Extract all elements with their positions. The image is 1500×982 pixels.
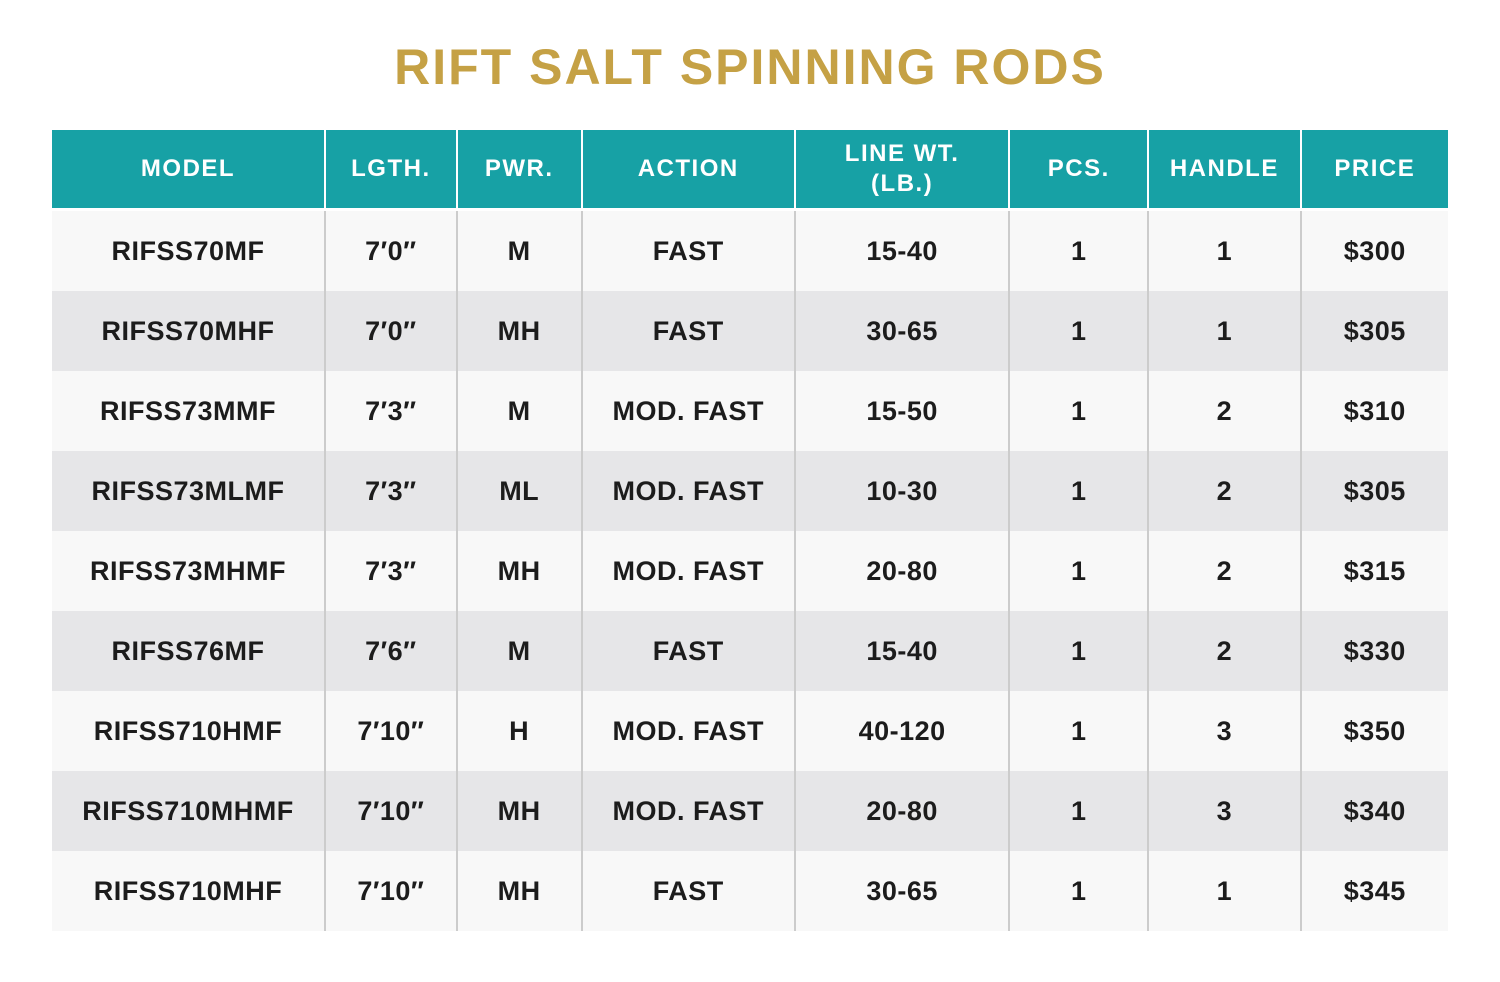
cell-handle: 2 bbox=[1148, 611, 1302, 691]
column-header-pieces: PCS. bbox=[1009, 130, 1150, 211]
cell-action: MOD. FAST bbox=[581, 371, 796, 451]
page-title: RIFT SALT SPINNING RODS bbox=[394, 39, 1106, 95]
cell-price: $315 bbox=[1300, 531, 1448, 611]
cell-action: FAST bbox=[581, 611, 796, 691]
table-header: MODEL LGTH. PWR. ACTION LINE WT. (LB.) PCS. HA… bbox=[52, 130, 1448, 211]
table-row: RIFSS70MF 7′0″ M FAST 15-40 1 1 $300 bbox=[52, 209, 1448, 291]
cell-line-weight: 40-120 bbox=[794, 691, 1011, 771]
cell-action: MOD. FAST bbox=[581, 691, 796, 771]
cell-pieces: 1 bbox=[1009, 691, 1150, 771]
cell-pieces: 1 bbox=[1009, 451, 1150, 531]
cell-action: FAST bbox=[581, 209, 796, 291]
cell-handle: 2 bbox=[1148, 531, 1302, 611]
cell-model: RIFSS710HMF bbox=[52, 691, 326, 771]
column-header-action: ACTION bbox=[581, 130, 796, 211]
cell-power: M bbox=[456, 209, 583, 291]
cell-model: RIFSS73MLMF bbox=[52, 451, 326, 531]
cell-pieces: 1 bbox=[1009, 209, 1150, 291]
cell-length: 7′3″ bbox=[325, 531, 458, 611]
table-body: RIFSS70MF 7′0″ M FAST 15-40 1 1 $300 RIFSS70MHF 7… bbox=[52, 209, 1448, 931]
cell-power: ML bbox=[456, 451, 583, 531]
cell-model: RIFSS73MHMF bbox=[52, 531, 326, 611]
cell-line-weight: 10-30 bbox=[794, 451, 1011, 531]
table-row: RIFSS73MLMF 7′3″ ML MOD. FAST 10-30 1 2 $305 bbox=[52, 451, 1448, 531]
cell-line-weight: 20-80 bbox=[794, 771, 1011, 851]
table-row: RIFSS73MHMF 7′3″ MH MOD. FAST 20-80 1 2 $315 bbox=[52, 531, 1448, 611]
table-row: RIFSS73MMF 7′3″ M MOD. FAST 15-50 1 2 $310 bbox=[52, 371, 1448, 451]
cell-action: MOD. FAST bbox=[581, 451, 796, 531]
column-header-line-weight: LINE WT. (LB.) bbox=[794, 130, 1011, 211]
cell-length: 7′10″ bbox=[325, 851, 458, 931]
cell-line-weight: 30-65 bbox=[794, 851, 1011, 931]
cell-action: FAST bbox=[581, 291, 796, 371]
cell-price: $350 bbox=[1300, 691, 1448, 771]
cell-model: RIFSS70MF bbox=[52, 209, 326, 291]
cell-pieces: 1 bbox=[1009, 611, 1150, 691]
cell-line-weight: 15-50 bbox=[794, 371, 1011, 451]
cell-model: RIFSS710MHMF bbox=[52, 771, 326, 851]
cell-price: $305 bbox=[1300, 451, 1448, 531]
column-header-length: LGTH. bbox=[325, 130, 458, 211]
cell-pieces: 1 bbox=[1009, 371, 1150, 451]
cell-handle: 3 bbox=[1148, 691, 1302, 771]
cell-price: $300 bbox=[1300, 209, 1448, 291]
cell-length: 7′3″ bbox=[325, 451, 458, 531]
column-header-handle: HANDLE bbox=[1148, 130, 1302, 211]
cell-pieces: 1 bbox=[1009, 291, 1150, 371]
cell-line-weight: 30-65 bbox=[794, 291, 1011, 371]
cell-power: MH bbox=[456, 851, 583, 931]
cell-model: RIFSS73MMF bbox=[52, 371, 326, 451]
cell-handle: 2 bbox=[1148, 371, 1302, 451]
column-header-model: MODEL bbox=[52, 130, 326, 211]
column-header-power: PWR. bbox=[456, 130, 583, 211]
cell-action: FAST bbox=[581, 851, 796, 931]
table-row: RIFSS76MF 7′6″ M FAST 15-40 1 2 $330 bbox=[52, 611, 1448, 691]
cell-length: 7′3″ bbox=[325, 371, 458, 451]
cell-handle: 1 bbox=[1148, 291, 1302, 371]
cell-price: $330 bbox=[1300, 611, 1448, 691]
cell-price: $305 bbox=[1300, 291, 1448, 371]
cell-price: $345 bbox=[1300, 851, 1448, 931]
rods-spec-table: MODEL LGTH. PWR. ACTION LINE WT. (LB.) PCS. HA… bbox=[52, 130, 1448, 931]
cell-length: 7′0″ bbox=[325, 209, 458, 291]
header-row: MODEL LGTH. PWR. ACTION LINE WT. (LB.) PCS. HA… bbox=[52, 130, 1448, 211]
cell-handle: 1 bbox=[1148, 851, 1302, 931]
cell-model: RIFSS70MHF bbox=[52, 291, 326, 371]
cell-power: MH bbox=[456, 531, 583, 611]
table-row: RIFSS70MHF 7′0″ MH FAST 30-65 1 1 $305 bbox=[52, 291, 1448, 371]
table-row: RIFSS710HMF 7′10″ H MOD. FAST 40-120 1 3 $350 bbox=[52, 691, 1448, 771]
cell-line-weight: 20-80 bbox=[794, 531, 1011, 611]
cell-power: M bbox=[456, 611, 583, 691]
table-row: RIFSS710MHMF 7′10″ MH MOD. FAST 20-80 1 3 $340 bbox=[52, 771, 1448, 851]
cell-power: MH bbox=[456, 771, 583, 851]
cell-action: MOD. FAST bbox=[581, 771, 796, 851]
cell-pieces: 1 bbox=[1009, 531, 1150, 611]
cell-power: MH bbox=[456, 291, 583, 371]
cell-action: MOD. FAST bbox=[581, 531, 796, 611]
cell-handle: 1 bbox=[1148, 209, 1302, 291]
cell-power: H bbox=[456, 691, 583, 771]
cell-price: $340 bbox=[1300, 771, 1448, 851]
cell-power: M bbox=[456, 371, 583, 451]
cell-handle: 2 bbox=[1148, 451, 1302, 531]
cell-pieces: 1 bbox=[1009, 851, 1150, 931]
table-row: RIFSS710MHF 7′10″ MH FAST 30-65 1 1 $345 bbox=[52, 851, 1448, 931]
cell-length: 7′10″ bbox=[325, 771, 458, 851]
column-header-price: PRICE bbox=[1300, 130, 1448, 211]
cell-line-weight: 15-40 bbox=[794, 611, 1011, 691]
cell-model: RIFSS76MF bbox=[52, 611, 326, 691]
cell-model: RIFSS710MHF bbox=[52, 851, 326, 931]
cell-handle: 3 bbox=[1148, 771, 1302, 851]
cell-price: $310 bbox=[1300, 371, 1448, 451]
cell-pieces: 1 bbox=[1009, 771, 1150, 851]
cell-length: 7′10″ bbox=[325, 691, 458, 771]
cell-line-weight: 15-40 bbox=[794, 209, 1011, 291]
cell-length: 7′6″ bbox=[325, 611, 458, 691]
cell-length: 7′0″ bbox=[325, 291, 458, 371]
